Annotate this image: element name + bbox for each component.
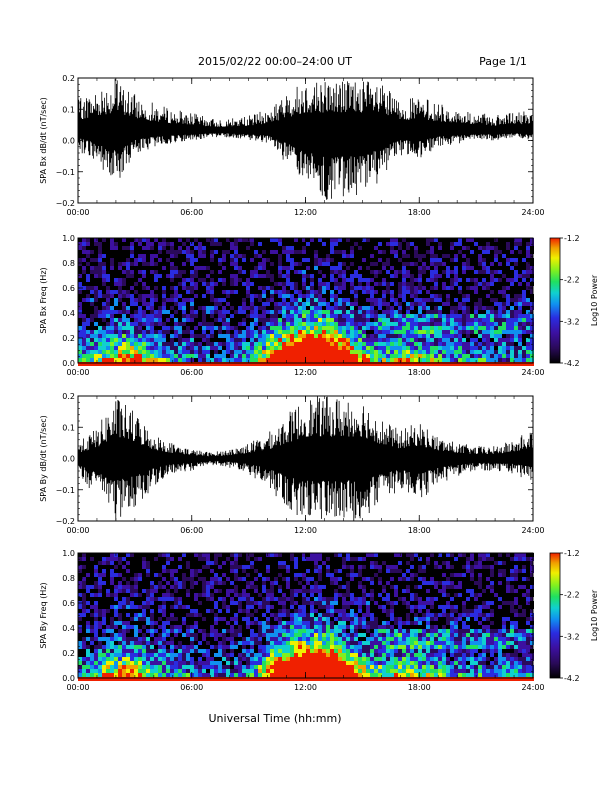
colorbar-tick-label: -1.2 xyxy=(564,234,580,243)
panel-3: 0.2 0.1 0.0 −0.1 −0.200:00 06:00 12:00 18:00 24:… xyxy=(39,392,545,535)
y-tick-label: 0.8 xyxy=(62,259,75,268)
y-tick-label: 0.0 xyxy=(62,674,75,683)
x-tick-label: 24:00 xyxy=(521,368,544,377)
y-tick-label: 0.2 xyxy=(62,649,75,658)
x-tick-label: 12:00 xyxy=(294,683,317,692)
x-tick-label: 18:00 xyxy=(408,368,431,377)
x-tick-label: 18:00 xyxy=(408,683,431,692)
y-tick-label: −0.2 xyxy=(56,199,75,208)
y-axis-label: SPA Bx dB/dt (nT/sec) xyxy=(39,97,48,184)
page-indicator: Page 1/1 xyxy=(479,55,527,68)
y-tick-label: 0.8 xyxy=(62,574,75,583)
y-tick-label: 1.0 xyxy=(62,234,75,243)
panel-2: -1.2 -2.2 -3.2 -4.2 Log10 Power 1.0 0.8 0.6 0.4 0… xyxy=(39,234,599,377)
y-tick-label: 0.6 xyxy=(62,599,75,608)
x-tick-label: 06:00 xyxy=(180,683,203,692)
y-tick-label: 0.2 xyxy=(62,334,75,343)
colorbar-tick-label: -2.2 xyxy=(564,591,580,600)
colorbar-tick-label: -2.2 xyxy=(564,276,580,285)
panel-1: 0.2 0.1 0.0 −0.1 −0.200:00 06:00 12:00 18:00 24:… xyxy=(39,74,545,217)
colorbar-label: Log10 Power xyxy=(590,274,599,326)
series-trace xyxy=(78,79,533,200)
x-tick-label: 00:00 xyxy=(66,683,89,692)
panel-4: -1.2 -2.2 -3.2 -4.2 Log10 Power 1.0 0.8 0.6 0.4 0… xyxy=(39,549,599,692)
colorbar-tick-label: -4.2 xyxy=(564,359,580,368)
colorbar xyxy=(550,553,560,678)
y-tick-label: 0.0 xyxy=(62,359,75,368)
y-tick-label: 1.0 xyxy=(62,549,75,558)
x-tick-label: 18:00 xyxy=(408,526,431,535)
series-trace xyxy=(78,396,533,521)
y-axis-label: SPA Bx Freq (Hz) xyxy=(39,267,48,333)
x-tick-label: 24:00 xyxy=(521,208,544,217)
x-tick-label: 18:00 xyxy=(408,208,431,217)
y-tick-label: 0.2 xyxy=(62,392,75,401)
y-tick-label: 0.1 xyxy=(62,105,75,114)
y-tick-label: 0.0 xyxy=(62,455,75,464)
x-tick-label: 00:00 xyxy=(66,208,89,217)
y-tick-label: −0.1 xyxy=(56,486,75,495)
y-tick-label: 0.0 xyxy=(62,137,75,146)
x-tick-label: 24:00 xyxy=(521,526,544,535)
y-tick-label: 0.2 xyxy=(62,74,75,83)
x-tick-label: 24:00 xyxy=(521,683,544,692)
x-tick-label: 12:00 xyxy=(294,526,317,535)
y-axis-label: SPA By Freq (Hz) xyxy=(39,582,48,648)
y-tick-label: 0.4 xyxy=(62,624,75,633)
y-tick-label: −0.1 xyxy=(56,168,75,177)
x-tick-label: 00:00 xyxy=(66,368,89,377)
x-tick-label: 12:00 xyxy=(294,368,317,377)
y-tick-label: −0.2 xyxy=(56,517,75,526)
colorbar-tick-label: -3.2 xyxy=(564,317,580,326)
y-tick-label: 0.4 xyxy=(62,309,75,318)
colorbar xyxy=(550,238,560,363)
y-tick-label: 0.1 xyxy=(62,423,75,432)
y-tick-label: 0.6 xyxy=(62,284,75,293)
page-title: 2015/02/22 00:00–24:00 UT xyxy=(198,55,352,68)
x-tick-label: 12:00 xyxy=(294,208,317,217)
colorbar-tick-label: -1.2 xyxy=(564,549,580,558)
colorbar-tick-label: -4.2 xyxy=(564,674,580,683)
colorbar-label: Log10 Power xyxy=(590,589,599,641)
colorbar-tick-label: -3.2 xyxy=(564,632,580,641)
x-tick-label: 06:00 xyxy=(180,208,203,217)
x-tick-label: 06:00 xyxy=(180,526,203,535)
x-tick-label: 06:00 xyxy=(180,368,203,377)
x-axis-label: Universal Time (hh:mm) xyxy=(209,712,342,725)
x-tick-label: 00:00 xyxy=(66,526,89,535)
y-axis-label: SPA By dB/dt (nT/sec) xyxy=(39,415,48,502)
